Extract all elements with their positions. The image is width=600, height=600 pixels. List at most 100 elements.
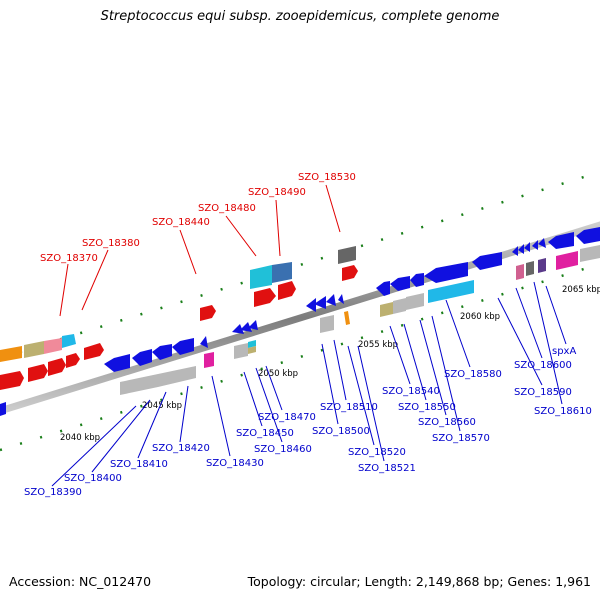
label-leader-line xyxy=(255,367,283,443)
label-leader-line xyxy=(179,385,189,443)
label-leader-line xyxy=(333,339,347,401)
gene-feature xyxy=(232,324,244,334)
gene-label: SZO_18580 xyxy=(444,369,502,380)
gene-feature xyxy=(538,238,546,248)
label-leader-line xyxy=(137,391,167,459)
outer-tick-track xyxy=(0,170,600,360)
gene-label: SZO_18521 xyxy=(358,463,416,474)
label-leader-line xyxy=(403,323,427,401)
gene-feature xyxy=(152,344,172,360)
gene-label: SZO_18550 xyxy=(398,402,456,413)
gene-label: SZO_18560 xyxy=(418,417,476,428)
gene-label: SZO_18400 xyxy=(64,473,122,484)
label-leader-line xyxy=(211,375,231,457)
gene-label: SZO_18450 xyxy=(236,428,294,439)
gene-feature xyxy=(406,293,424,310)
scale-label: 2050 kbp xyxy=(258,369,298,379)
gene-feature xyxy=(338,246,356,264)
gene-label: SZO_18440 xyxy=(152,217,210,228)
gene-feature xyxy=(380,302,393,317)
gene-feature xyxy=(320,315,334,333)
gene-feature xyxy=(48,358,66,376)
gene-label: SZO_18460 xyxy=(254,444,312,455)
gene-label: SZO_18590 xyxy=(514,387,572,398)
gene-label: SZO_18480 xyxy=(198,203,256,214)
scale-labels: 2040 kbp 2045 kbp 2050 kbp 2055 kbp 2060 kbp… xyxy=(60,285,600,443)
gene-feature xyxy=(248,320,258,330)
gene-feature xyxy=(278,281,296,300)
gene-feature xyxy=(306,298,316,312)
gene-label: SZO_18600 xyxy=(514,360,572,371)
gene-feature xyxy=(28,364,48,382)
gene-label: SZO_18520 xyxy=(348,447,406,458)
gene-feature xyxy=(104,354,130,372)
gene-feature xyxy=(200,336,208,348)
gene-feature xyxy=(172,338,194,355)
gene-feature xyxy=(158,366,196,387)
label-leader-line xyxy=(545,285,567,345)
gene-label: SZO_18540 xyxy=(382,386,440,397)
label-leader-line xyxy=(357,345,385,462)
gene-label: SZO_18420 xyxy=(152,443,210,454)
gene-feature xyxy=(518,244,524,254)
forward-features xyxy=(0,245,600,390)
scale-label: 2045 kbp xyxy=(142,401,182,411)
gene-feature xyxy=(524,242,530,252)
reverse-gene-labels: SZO_18390 SZO_18400 SZO_18410 SZO_18420 SZO_… xyxy=(24,281,592,498)
gene-feature xyxy=(84,343,104,360)
scale-label: 2040 kbp xyxy=(60,433,100,443)
gene-feature xyxy=(132,349,152,366)
label-leader-line xyxy=(275,199,281,257)
gene-feature xyxy=(526,261,534,276)
gene-feature xyxy=(0,402,6,416)
gene-feature xyxy=(234,343,248,359)
gene-label: SZO_18490 xyxy=(248,187,306,198)
gene-feature xyxy=(338,294,344,304)
gene-feature xyxy=(66,353,80,368)
scale-label: 2055 kbp xyxy=(358,340,398,350)
scale-label: 2065 kbp xyxy=(562,285,600,295)
gene-feature xyxy=(204,352,214,368)
label-leader-line xyxy=(51,405,137,487)
gene-feature xyxy=(272,262,292,283)
reverse-features xyxy=(0,227,600,416)
gene-label: SZO_18390 xyxy=(24,487,82,498)
gene-feature xyxy=(250,265,272,289)
gene-label: SZO_18500 xyxy=(312,426,370,437)
label-leader-line xyxy=(91,399,151,473)
label-leader-line xyxy=(431,315,461,432)
gene-feature xyxy=(248,340,256,348)
gene-label: SZO_18370 xyxy=(40,253,98,264)
gene-label: SZO_18610 xyxy=(534,406,592,417)
label-leader-line xyxy=(179,229,197,275)
gene-feature xyxy=(248,346,256,354)
gene-feature xyxy=(580,245,600,262)
label-leader-line xyxy=(59,263,69,317)
gene-feature xyxy=(344,311,350,325)
gene-feature xyxy=(62,334,76,348)
forward-gene-labels: SZO_18370 SZO_18380 SZO_18440 SZO_18480 SZO_… xyxy=(40,172,356,317)
gene-feature xyxy=(512,246,518,256)
gene-feature xyxy=(410,273,424,287)
gene-feature xyxy=(472,252,502,270)
accession-text: Accession: NC_012470 xyxy=(9,574,152,589)
gene-feature xyxy=(120,374,158,395)
label-leader-line xyxy=(225,215,257,257)
label-leader-line xyxy=(497,297,543,386)
map-title: Streptococcus equi subsp. zooepidemicus,… xyxy=(100,9,500,24)
gene-feature xyxy=(428,280,474,303)
gene-feature xyxy=(240,322,252,332)
gene-label: SZO_18380 xyxy=(82,238,140,249)
gene-feature xyxy=(342,265,358,281)
gene-label: SZO_18570 xyxy=(432,433,490,444)
gene-feature xyxy=(538,258,546,273)
gene-feature xyxy=(576,227,600,244)
label-leader-line xyxy=(515,287,543,359)
gene-label: SZO_18430 xyxy=(206,458,264,469)
genome-backbone xyxy=(0,221,600,415)
label-leader-line xyxy=(265,365,283,411)
genome-stats-text: Topology: circular; Length: 2,149,868 bp… xyxy=(247,574,591,589)
label-leader-line xyxy=(347,345,375,446)
